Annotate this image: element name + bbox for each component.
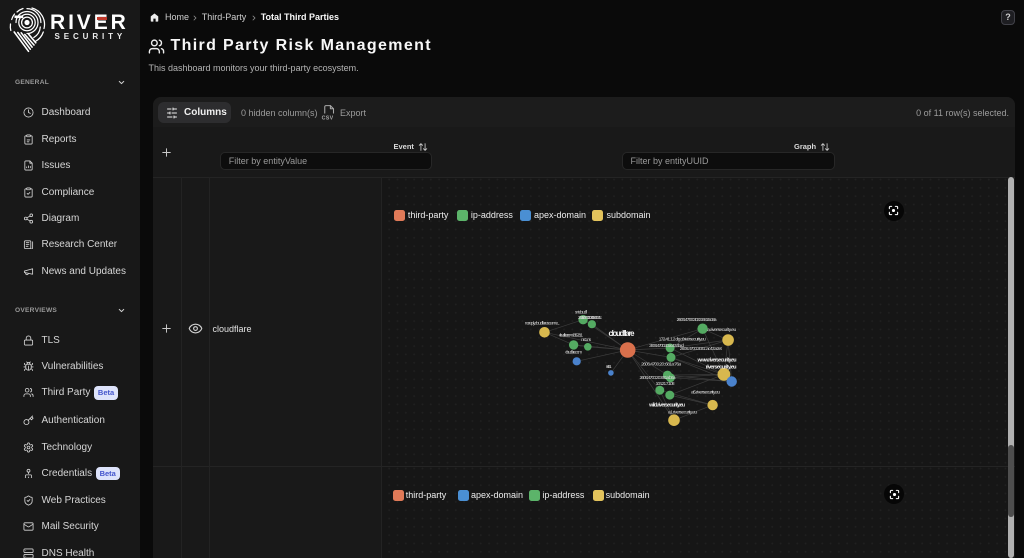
svg-text:ns1.ns: ns1.ns [581, 337, 592, 343]
svg-text:riversecurity.eu: riversecurity.eu [706, 365, 738, 371]
svg-text:a1.riversecurity.eu: a1.riversecurity.eu [668, 410, 697, 416]
svg-text:104.21.7.108: 104.21.7.108 [656, 381, 675, 387]
svg-text:CSV: CSV [322, 115, 334, 121]
svg-text:2606:4700:20::ac43:4bed: 2606:4700:20::ac43:4bed [649, 343, 684, 349]
svg-text:2606:4700:3030::6815:21c: 2606:4700:3030::6815:21c [578, 315, 603, 321]
svg-text:cloudflare.com. 185.221.1: cloudflare.com. 185.221.1 [559, 333, 583, 339]
svg-text:wild.riversecurity.eu: wild.riversecurity.eu [648, 403, 685, 409]
svg-text:cloudflare.com: cloudflare.com [565, 350, 582, 356]
svg-text:cloudflare: cloudflare [609, 329, 636, 338]
svg-text:2606:4700:3031::ac43:a2et: 2606:4700:3031::ac43:a2et [680, 346, 723, 352]
svg-text:2606:4700:20::681a:b6a: 2606:4700:20::681a:b6a [640, 375, 676, 381]
svg-text:2606:4700:20::681a:76a: 2606:4700:20::681a:76a [641, 362, 681, 368]
svg-text:noreply.cloudflarescanne...: noreply.cloudflarescanne... [525, 321, 560, 327]
svg-text:sni.cloudfl: sni.cloudfl [575, 310, 588, 316]
svg-text:ns5.1: ns5.1 [606, 364, 612, 370]
svg-text:a5.riversecurity.eu: a5.riversecurity.eu [691, 390, 720, 396]
svg-text:a.riversecurity.eu: a.riversecurity.eu [707, 327, 736, 333]
svg-text:2606:4700:3033::6815:c8a: 2606:4700:3033::6815:c8a [677, 317, 717, 323]
svg-text:www.riversecurity.eu: www.riversecurity.eu [697, 358, 737, 364]
svg-text:172.41.1.2 dig.of.riversecurit: 172.41.1.2 dig.of.riversecurity.eu [659, 337, 706, 343]
